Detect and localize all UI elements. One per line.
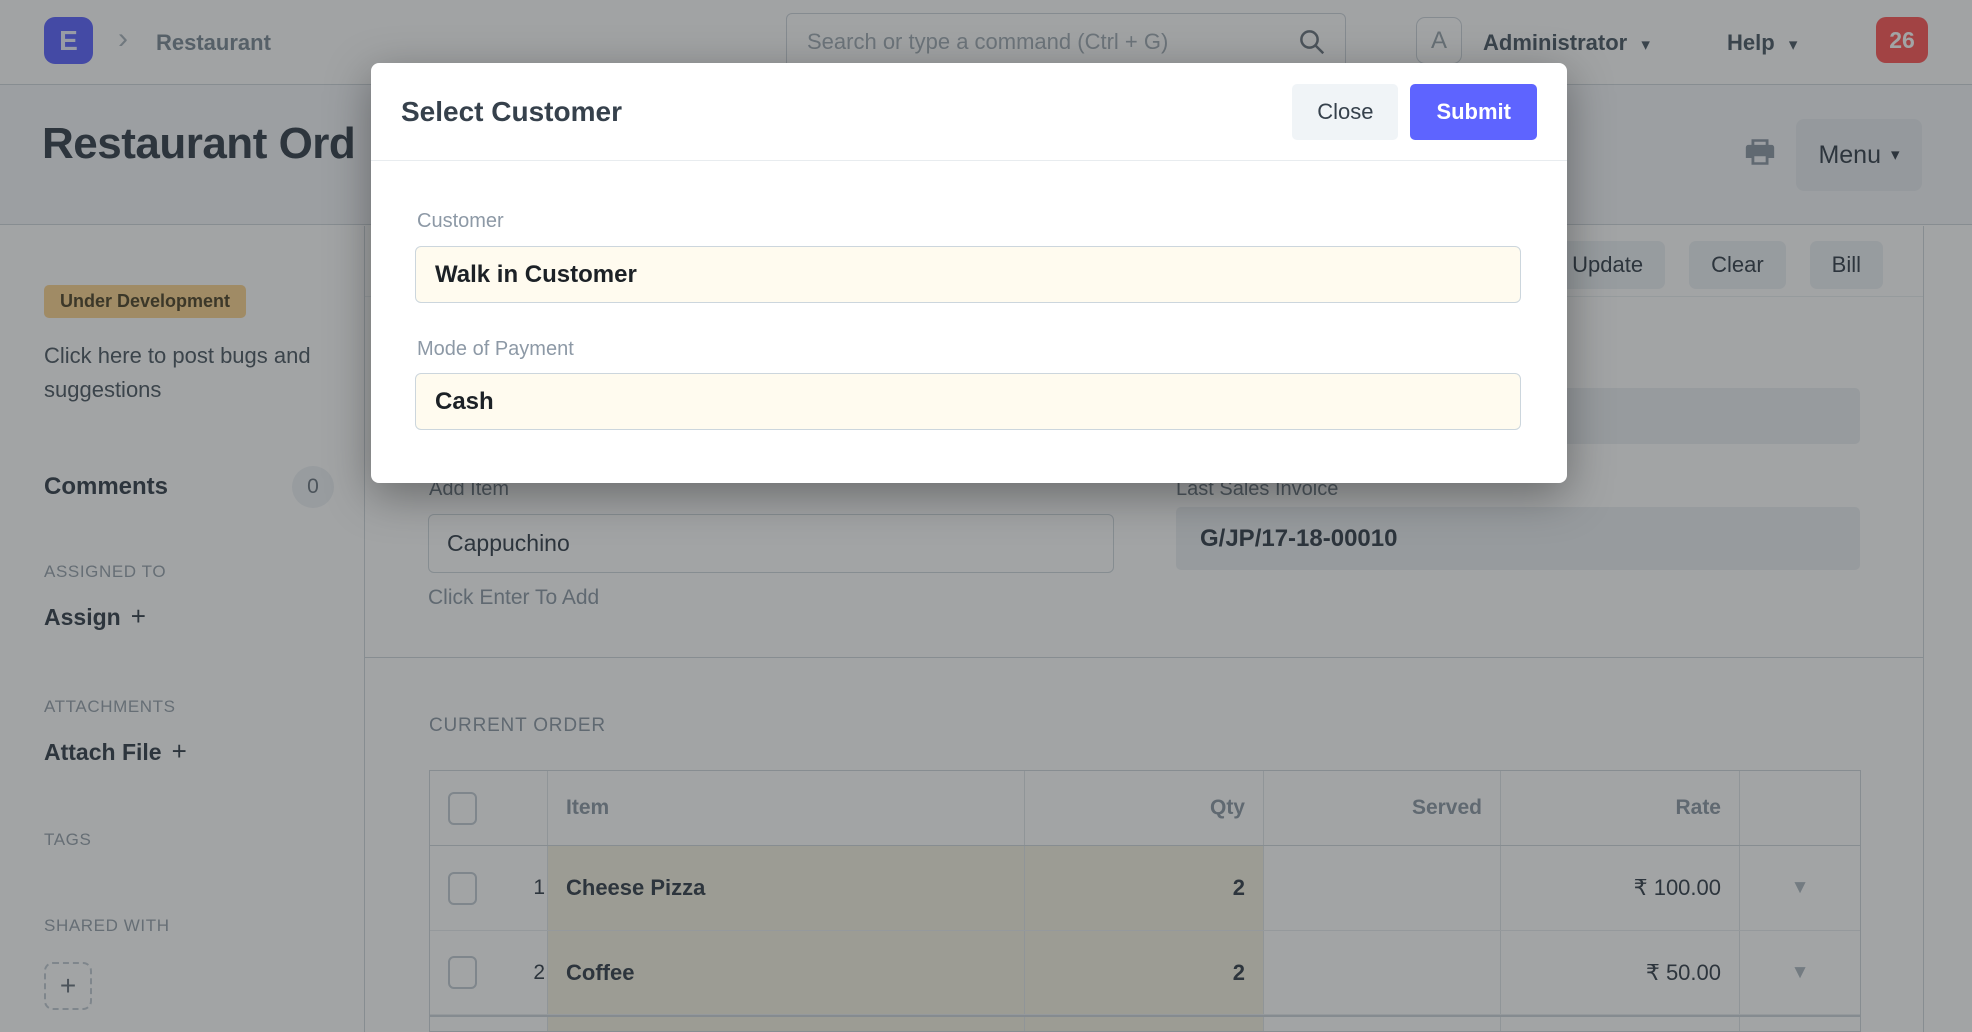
chevron-down-icon: ▾ (1891, 145, 1900, 164)
search-input[interactable] (787, 29, 1297, 55)
customer-field[interactable] (415, 246, 1521, 303)
add-item-input[interactable] (428, 514, 1114, 573)
item-cell[interactable]: Coffee (566, 959, 635, 985)
notification-badge[interactable]: 26 (1876, 17, 1928, 63)
table-header-row: Item Qty Served Rate (430, 771, 1860, 846)
status-badge: Under Development (44, 285, 247, 318)
menu-button[interactable]: Menu ▾ (1796, 119, 1922, 191)
breadcrumb[interactable]: Restaurant (156, 30, 271, 55)
item-cell[interactable]: Cheese Pizza (566, 875, 706, 900)
dialog-title: Select Customer (401, 95, 622, 127)
add-share-button[interactable]: + (44, 962, 92, 1010)
table-row-empty (430, 1015, 1860, 1031)
submit-button[interactable]: Submit (1410, 83, 1537, 140)
column-header-served: Served (1411, 796, 1482, 819)
served-cell[interactable] (1264, 931, 1501, 1014)
last-sales-invoice-label: Last Sales Invoice (1176, 478, 1339, 500)
global-search (786, 13, 1346, 71)
mode-of-payment-field-label: Mode of Payment (417, 338, 574, 360)
help-menu-label: Help (1727, 30, 1775, 55)
attach-file-label: Attach File (44, 739, 162, 765)
user-menu[interactable]: Administrator ▾ (1483, 30, 1650, 56)
clear-button[interactable]: Clear (1689, 241, 1786, 289)
rate-cell: ₹ 100.00 (1633, 875, 1721, 900)
comments-label: Comments (44, 473, 169, 500)
attach-file-button[interactable]: Attach File + (44, 736, 187, 767)
shared-with-label: SHARED WITH (44, 916, 170, 935)
menu-button-label: Menu (1818, 140, 1881, 169)
table-row[interactable]: 1 Cheese Pizza 2 ₹ 100.00 ▼ (430, 846, 1860, 931)
select-customer-dialog: Select Customer Close Submit Customer Mo… (371, 63, 1567, 483)
form-sidebar: Under Development Click here to post bug… (0, 226, 365, 1032)
column-header-item: Item (566, 796, 610, 819)
attachments-label: ATTACHMENTS (44, 697, 176, 716)
page-title: Restaurant Ord (42, 119, 356, 168)
dialog-header: Select Customer Close Submit (371, 63, 1567, 161)
column-header-rate: Rate (1675, 796, 1721, 819)
print-icon[interactable] (1742, 135, 1778, 169)
rate-cell: ₹ 50.00 (1645, 959, 1721, 985)
user-menu-label: Administrator (1483, 30, 1628, 55)
row-index: 1 (533, 876, 545, 899)
chevron-down-icon: ▾ (1641, 35, 1650, 54)
comments-row[interactable]: Comments 0 (44, 466, 334, 508)
assign-button[interactable]: Assign + (44, 601, 146, 632)
plus-icon: + (59, 970, 77, 1001)
bug-report-link[interactable]: Click here to post bugs and suggestions (44, 343, 311, 402)
qty-cell[interactable]: 2 (1232, 875, 1245, 900)
customer-field-label: Customer (417, 210, 504, 232)
add-item-help-text: Click Enter To Add (428, 586, 600, 609)
breadcrumb-chevron-icon: › (118, 22, 128, 55)
select-all-checkbox[interactable] (448, 791, 477, 825)
help-menu[interactable]: Help ▾ (1727, 30, 1797, 56)
divider (365, 657, 1923, 658)
plus-icon: + (130, 601, 146, 631)
form-toolbar: Update Clear Bill (1550, 241, 1883, 289)
tags-label: TAGS (44, 830, 92, 849)
qty-cell[interactable]: 2 (1232, 959, 1245, 985)
row-expand-caret-icon[interactable]: ▼ (1790, 961, 1810, 983)
mode-of-payment-field[interactable] (415, 373, 1521, 430)
chevron-down-icon: ▾ (1788, 35, 1798, 54)
column-header-qty: Qty (1209, 796, 1245, 819)
order-table: Item Qty Served Rate 1 Cheese Pizza 2 ₹ … (429, 770, 1861, 1032)
assign-label: Assign (44, 604, 121, 630)
bill-button[interactable]: Bill (1809, 241, 1883, 289)
update-button[interactable]: Update (1550, 241, 1666, 289)
row-checkbox[interactable] (448, 871, 477, 905)
row-checkbox[interactable] (448, 956, 477, 989)
current-order-section-title: CURRENT ORDER (429, 715, 606, 736)
last-sales-invoice-value: G/JP/17-18-00010 (1176, 507, 1860, 570)
close-button[interactable]: Close (1292, 83, 1399, 140)
comments-count-badge: 0 (292, 466, 334, 508)
row-index: 2 (533, 960, 545, 984)
row-expand-caret-icon[interactable]: ▼ (1790, 877, 1810, 898)
table-row[interactable]: 2 Coffee 2 ₹ 50.00 ▼ (430, 931, 1860, 1015)
add-item-label: Add Item (429, 478, 510, 500)
plus-icon: + (171, 736, 187, 766)
assigned-to-label: ASSIGNED TO (44, 562, 167, 581)
served-cell[interactable] (1264, 846, 1501, 930)
app-logo[interactable]: E (44, 17, 93, 64)
search-icon (1297, 27, 1327, 57)
